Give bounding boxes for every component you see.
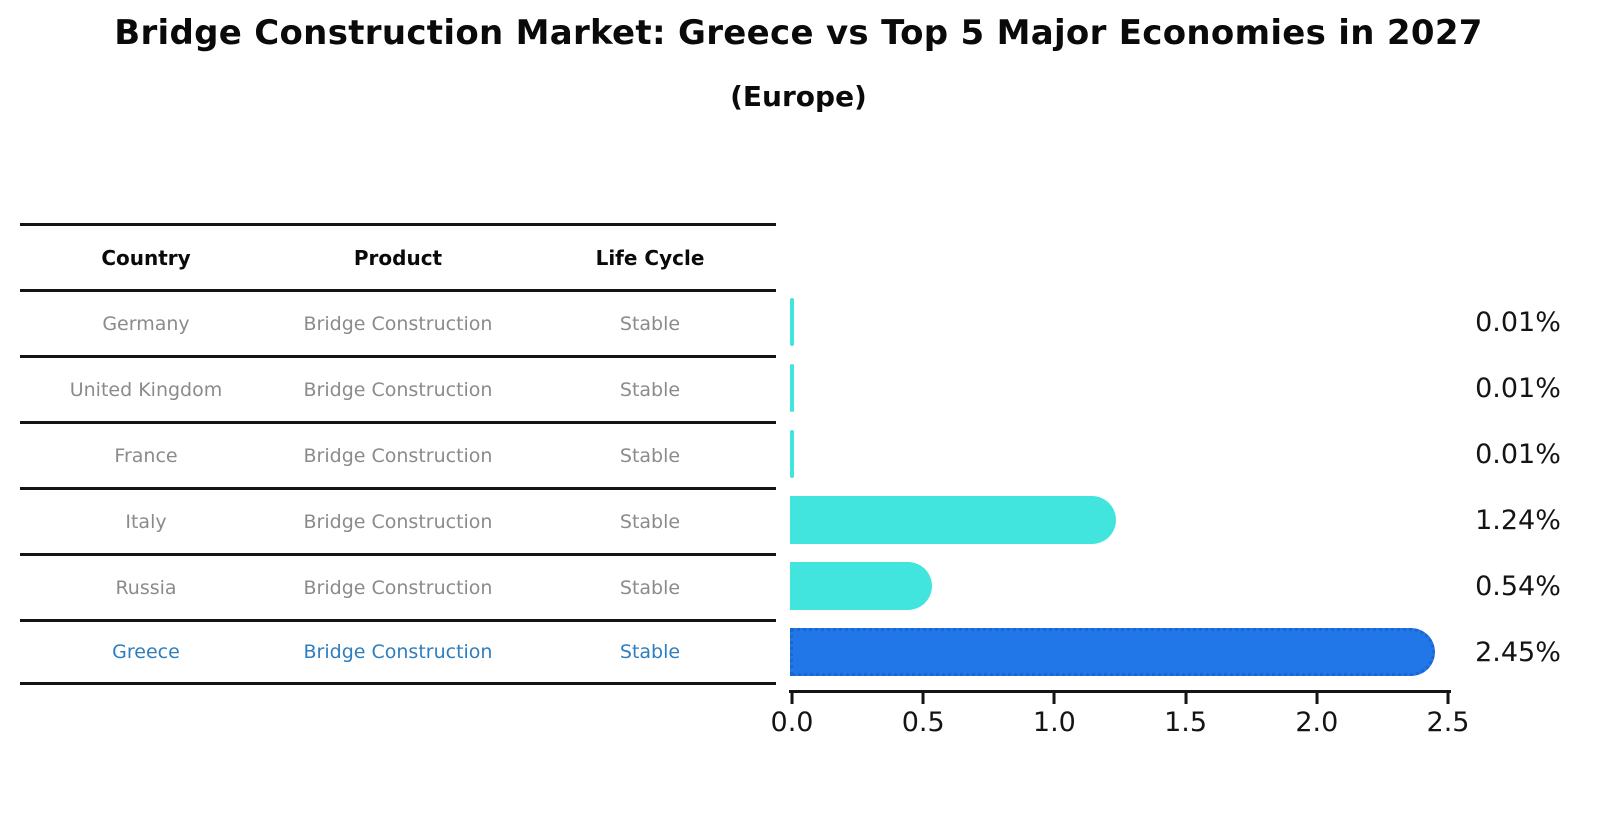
x-tick: 1.5 xyxy=(1164,693,1207,738)
life-cycle-cell: Stable xyxy=(619,576,681,599)
table-row-germany: Germany Bridge Construction Stable xyxy=(20,289,776,355)
country-cell: Germany xyxy=(102,312,190,335)
product-cell: Bridge Construction xyxy=(303,641,493,663)
table-row-greece: Greece Bridge Construction Stable xyxy=(20,619,776,685)
tick-mark xyxy=(1052,693,1056,704)
column-header-life-cycle: Life Cycle xyxy=(595,245,705,270)
life-cycle-cell: Stable xyxy=(619,641,681,663)
tick-mark xyxy=(1315,693,1319,704)
country-cell: France xyxy=(114,444,178,467)
country-cell: Russia xyxy=(115,576,177,599)
product-cell: Bridge Construction xyxy=(303,378,493,401)
x-axis-line xyxy=(789,690,1451,693)
bar-greece xyxy=(790,628,1435,676)
x-tick: 2.0 xyxy=(1295,693,1338,738)
value-label-france: 0.01% xyxy=(1475,438,1561,470)
table-row-united-kingdom: United Kingdom Bridge Construction Stabl… xyxy=(20,355,776,421)
x-tick-label: 1.0 xyxy=(1032,707,1076,738)
table-row-italy: Italy Bridge Construction Stable xyxy=(20,487,776,553)
table-row-france: France Bridge Construction Stable xyxy=(20,421,776,487)
bar-row xyxy=(790,487,1448,553)
value-label-column: 0.01% 0.01% 0.01% 1.24% 0.54% 2.45% xyxy=(1458,289,1578,685)
country-table: Country Product Life Cycle Germany Bridg… xyxy=(20,223,776,685)
life-cycle-cell: Stable xyxy=(619,378,681,401)
country-cell: Greece xyxy=(112,641,180,663)
tick-mark xyxy=(1184,693,1188,704)
product-cell: Bridge Construction xyxy=(303,576,493,599)
x-tick: 1.0 xyxy=(1033,693,1076,738)
x-tick-label: 2.0 xyxy=(1295,707,1339,738)
column-header-country: Country xyxy=(101,245,191,270)
bar-italy xyxy=(790,496,1117,544)
life-cycle-cell: Stable xyxy=(619,444,681,467)
x-tick-label: 1.5 xyxy=(1164,707,1208,738)
x-tick-label: 0.0 xyxy=(770,707,814,738)
product-cell: Bridge Construction xyxy=(303,444,493,467)
country-cell: Italy xyxy=(125,510,167,533)
tick-mark xyxy=(1446,693,1450,704)
table-row-russia: Russia Bridge Construction Stable xyxy=(20,553,776,619)
bar-united-kingdom xyxy=(790,364,794,412)
x-tick-label: 2.5 xyxy=(1426,707,1470,738)
x-axis-ticks: 0.0 0.5 1.0 1.5 2.0 2.5 xyxy=(771,693,1469,753)
chart-subtitle: (Europe) xyxy=(730,80,867,113)
bar-germany xyxy=(790,298,794,346)
table-header-row: Country Product Life Cycle xyxy=(20,223,776,289)
chart-title: Bridge Construction Market: Greece vs To… xyxy=(114,13,1483,53)
product-cell: Bridge Construction xyxy=(303,312,493,335)
x-tick: 2.5 xyxy=(1426,693,1470,738)
x-tick-label: 0.5 xyxy=(901,707,945,738)
value-label-russia: 0.54% xyxy=(1475,570,1561,602)
value-label-united-kingdom: 0.01% xyxy=(1475,372,1561,404)
bar-row xyxy=(790,619,1448,685)
x-tick: 0.5 xyxy=(902,693,945,738)
bar-plot-area xyxy=(790,289,1448,685)
value-label-greece: 2.45% xyxy=(1475,636,1561,668)
bar-russia xyxy=(790,562,933,610)
value-label-italy: 1.24% xyxy=(1475,504,1561,536)
bar-row xyxy=(790,421,1448,487)
product-cell: Bridge Construction xyxy=(303,510,493,533)
column-header-product: Product xyxy=(353,245,443,270)
bar-france xyxy=(790,430,794,478)
value-label-germany: 0.01% xyxy=(1475,306,1561,338)
life-cycle-cell: Stable xyxy=(619,510,681,533)
bar-row xyxy=(790,553,1448,619)
life-cycle-cell: Stable xyxy=(619,312,681,335)
bar-row xyxy=(790,355,1448,421)
country-cell: United Kingdom xyxy=(69,378,223,401)
tick-mark xyxy=(790,693,794,704)
bar-row xyxy=(790,289,1448,355)
x-tick: 0.0 xyxy=(770,693,814,738)
tick-mark xyxy=(921,693,925,704)
